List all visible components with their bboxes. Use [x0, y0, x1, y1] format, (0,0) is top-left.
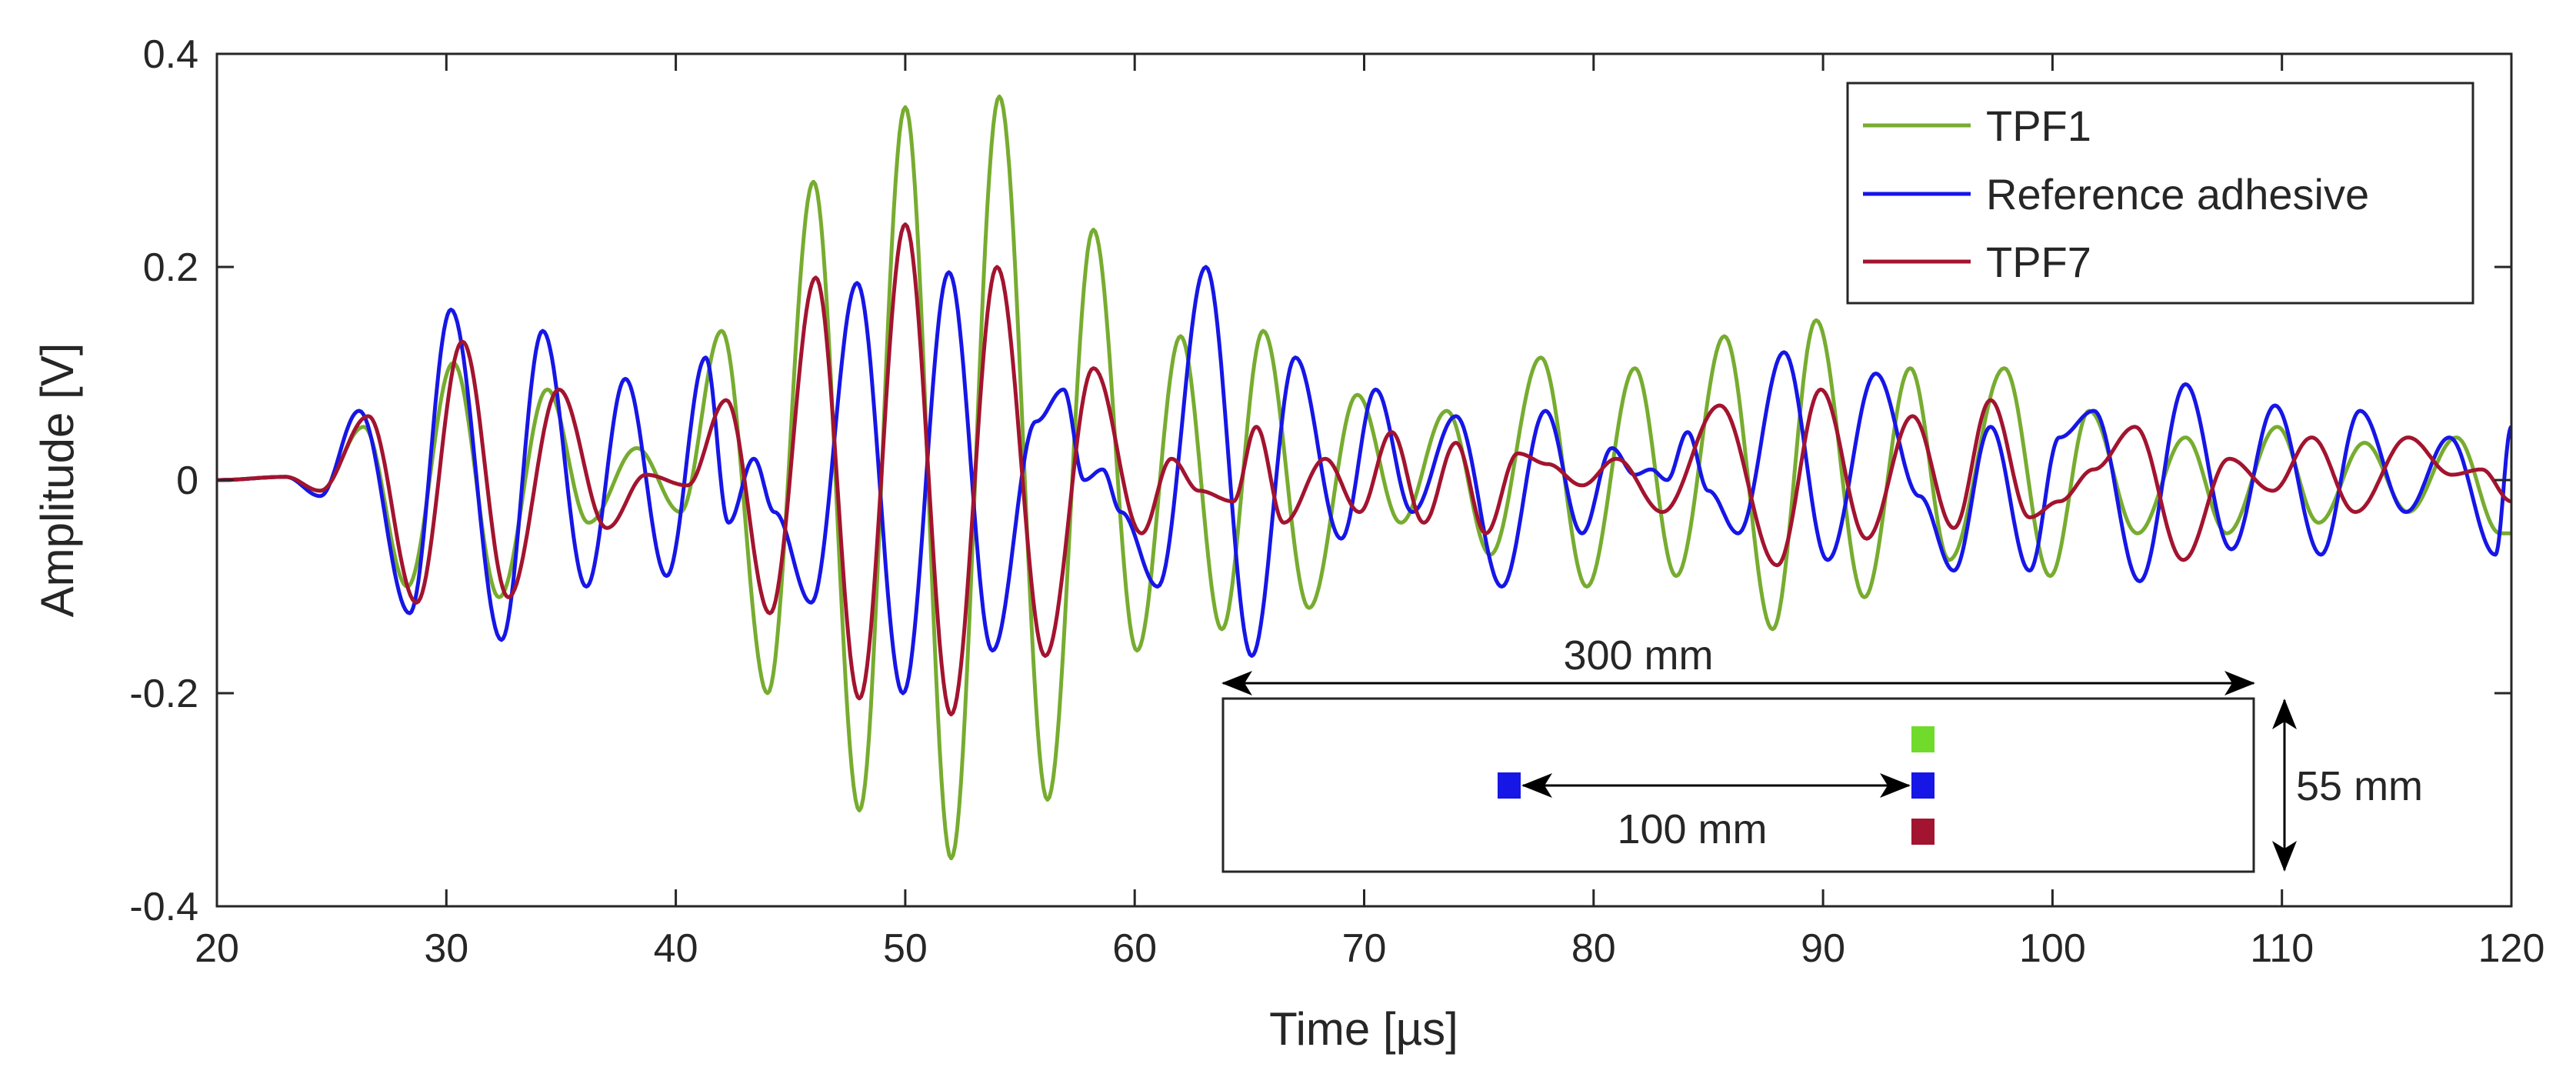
- y-tick-label-0p4: 0.4: [143, 32, 198, 77]
- x-tick-label-30: 30: [424, 926, 468, 971]
- x-tick-label-120: 120: [2478, 926, 2545, 971]
- specimen-inset: 300 mm 55 mm 100 mm: [1221, 632, 2423, 873]
- x-tick-label-40: 40: [654, 926, 698, 971]
- y-tick-label-0p2: 0.2: [143, 245, 198, 290]
- length-dimension-label: 300 mm: [1563, 632, 1713, 679]
- x-tick-label-60: 60: [1112, 926, 1157, 971]
- width-dimension-label: 55 mm: [2296, 763, 2423, 809]
- sensor-marker-tpf1: [1911, 726, 1934, 752]
- actuator-marker: [1498, 772, 1521, 799]
- y-tick-label--0p4: -0.4: [129, 885, 198, 929]
- sensor-marker-reference-adhesive: [1911, 772, 1934, 799]
- x-tick-label-100: 100: [2019, 926, 2086, 971]
- x-axis-label: Time [µs]: [1269, 1003, 1458, 1055]
- x-tick-label-20: 20: [195, 926, 239, 971]
- x-axis: 20 30 40 50 60 70 80 90 100 110 120: [195, 54, 2544, 971]
- legend: TPF1 Reference adhesive TPF7: [1846, 82, 2474, 305]
- legend-label-reference-adhesive: Reference adhesive: [1986, 170, 2369, 218]
- y-tick-label--0p2: -0.2: [129, 672, 198, 716]
- legend-label-tpf1: TPF1: [1986, 102, 2091, 150]
- x-tick-label-80: 80: [1571, 926, 1616, 971]
- series-layer: [217, 94, 2511, 861]
- sensor-marker-tpf7: [1911, 819, 1934, 845]
- legend-label-tpf7: TPF7: [1986, 238, 2091, 286]
- y-tick-label-0: 0: [176, 459, 198, 503]
- x-tick-label-70: 70: [1342, 926, 1387, 971]
- y-axis: -0.4 -0.2 0 0.2 0.4: [129, 32, 2511, 929]
- y-axis-label: Amplitude [V]: [32, 343, 83, 618]
- x-tick-label-110: 110: [2250, 926, 2314, 971]
- x-tick-label-90: 90: [1801, 926, 1845, 971]
- distance-dimension-label: 100 mm: [1617, 806, 1767, 852]
- series-line-reference-adhesive: [217, 265, 2511, 695]
- x-tick-label-50: 50: [883, 926, 928, 971]
- series-line-tpf7: [217, 222, 2511, 717]
